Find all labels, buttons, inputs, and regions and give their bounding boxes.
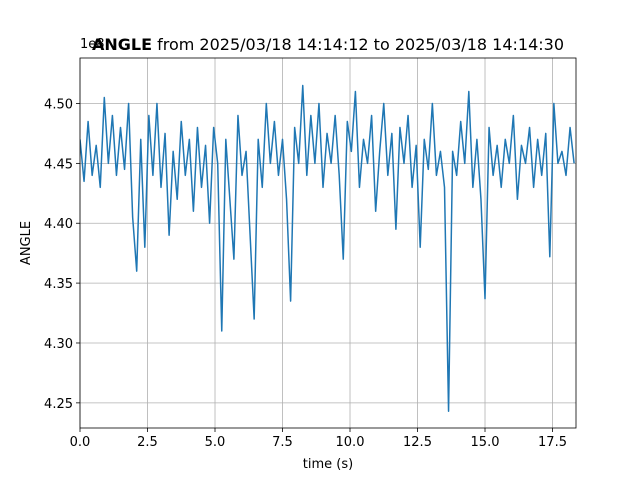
x-tick-label: 2.5 — [137, 435, 158, 450]
y-tick-label: 4.35 — [44, 277, 73, 292]
x-tick-label: 5.0 — [205, 435, 226, 450]
y-tick-label: 4.50 — [44, 98, 73, 113]
title-rest: from 2025/03/18 14:14:12 to 2025/03/18 1… — [157, 35, 564, 54]
x-axis-label: time (s) — [303, 457, 353, 472]
data-line — [80, 84, 575, 412]
x-tick-label: 12.5 — [403, 435, 432, 450]
y-tick-label: 4.45 — [44, 157, 73, 172]
title-name: ANGLE — [92, 35, 152, 54]
x-tick-label: 10.0 — [336, 435, 365, 450]
y-tick-label: 4.25 — [44, 397, 73, 412]
y-tick-label: 4.40 — [44, 217, 73, 232]
x-tick-label: 7.5 — [272, 435, 293, 450]
x-tick-label: 17.5 — [538, 435, 567, 450]
y-offset-label: 1e8 — [80, 37, 105, 52]
x-tick-label: 15.0 — [471, 435, 500, 450]
axes-frame — [79, 57, 577, 429]
chart-title: ANGLE from 2025/03/18 14:14:12 to 2025/0… — [92, 35, 564, 54]
y-tick-label: 4.30 — [44, 337, 73, 352]
grid — [79, 58, 576, 428]
y-axis-label: ANGLE — [19, 221, 34, 265]
x-tick-label: 0.0 — [70, 435, 91, 450]
plot — [80, 84, 575, 412]
